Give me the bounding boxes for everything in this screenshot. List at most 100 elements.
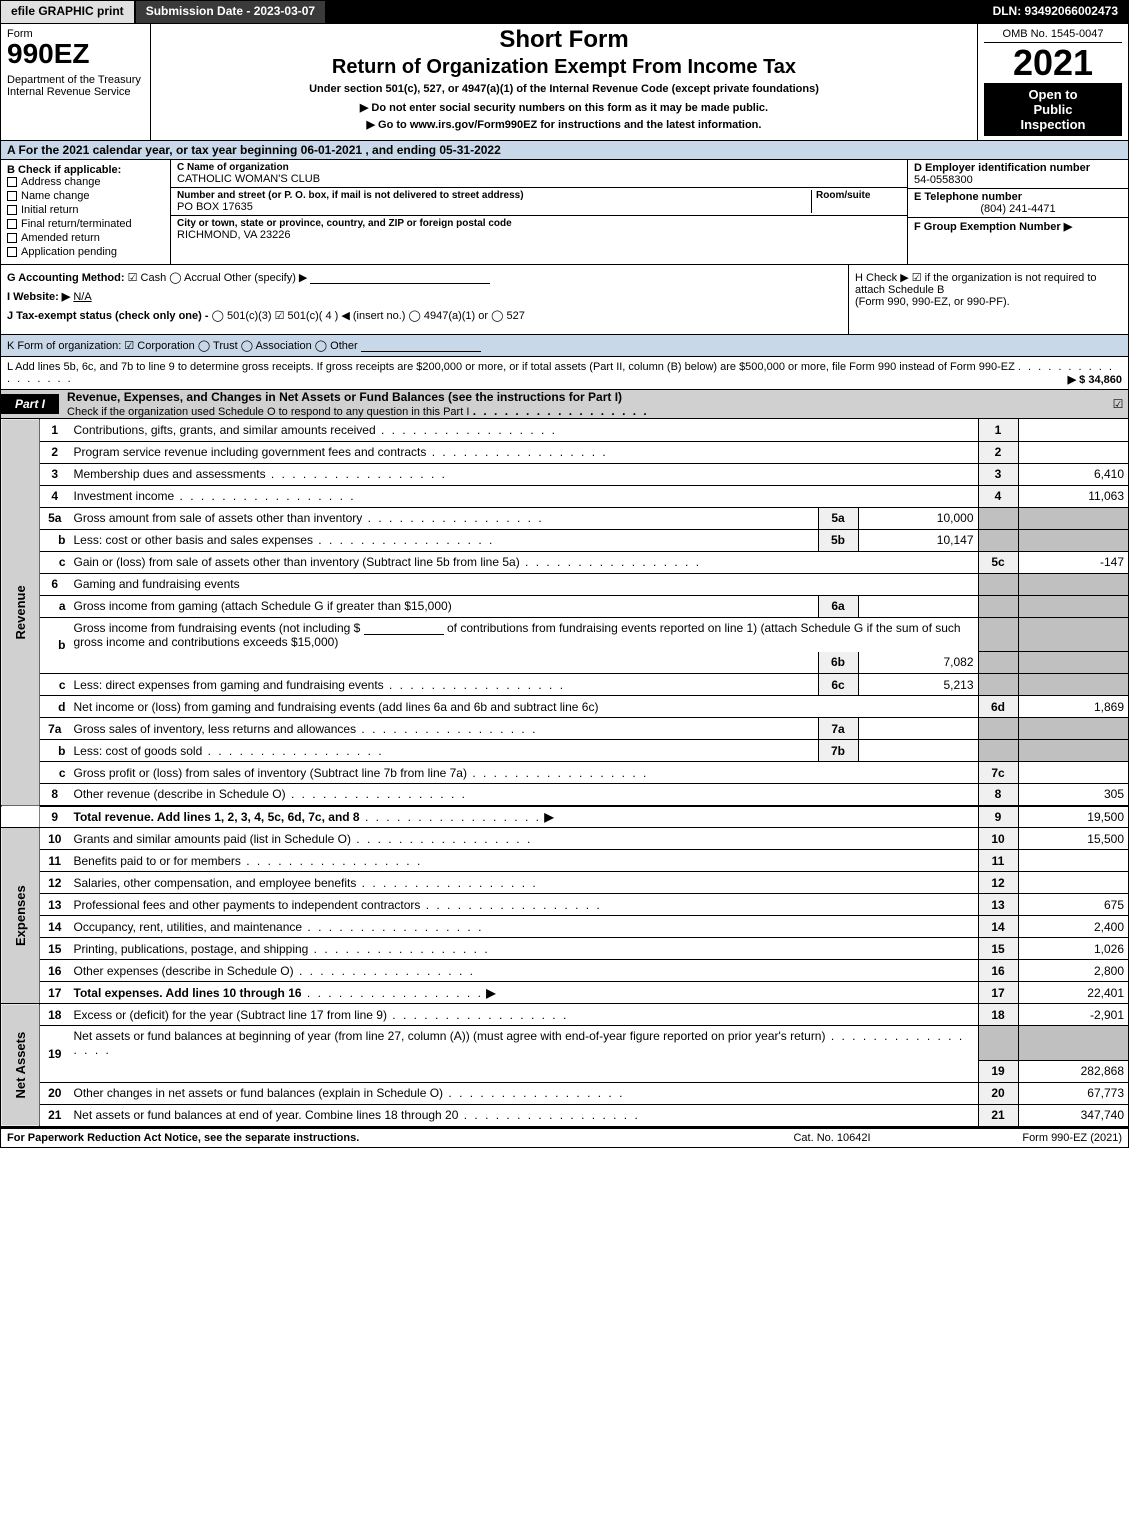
ln-num: 7a — [40, 718, 70, 740]
open-line1: Open to — [988, 87, 1118, 102]
line-10: Expenses 10 Grants and similar amounts p… — [1, 828, 1128, 850]
mid-val: 5,213 — [858, 674, 978, 696]
mid-ref: 6a — [818, 595, 858, 617]
header-center: Short Form Return of Organization Exempt… — [151, 24, 978, 140]
ln-num: 19 — [40, 1026, 70, 1083]
check-application-pending[interactable]: Application pending — [7, 246, 164, 258]
shade-cell — [978, 674, 1018, 696]
check-name-change[interactable]: Name change — [7, 190, 164, 202]
ln-num: b — [40, 740, 70, 762]
mid-ref: 6c — [818, 674, 858, 696]
group-exemption-label: F Group Exemption Number ▶ — [914, 220, 1122, 233]
k-other-field[interactable] — [361, 340, 481, 352]
line-6b-1: b Gross income from fundraising events (… — [1, 617, 1128, 652]
form-number: 990EZ — [7, 40, 144, 68]
ln-ref: 18 — [978, 1004, 1018, 1026]
goto-link[interactable]: ▶ Go to www.irs.gov/Form990EZ for instru… — [157, 118, 971, 131]
ln-val — [1018, 850, 1128, 872]
g-other-field[interactable] — [310, 272, 490, 284]
line-5c: c Gain or (loss) from sale of assets oth… — [1, 551, 1128, 573]
city-label: City or town, state or province, country… — [177, 218, 901, 229]
ln-val: 305 — [1018, 784, 1128, 806]
ln-val: 282,868 — [1018, 1060, 1128, 1082]
j-label: J Tax-exempt status (check only one) - — [7, 310, 209, 322]
ln-desc: Gross income from fundraising events (no… — [74, 621, 361, 635]
do-not-enter: ▶ Do not enter social security numbers o… — [157, 101, 971, 114]
mid-ref: 7b — [818, 740, 858, 762]
line-14: 14 Occupancy, rent, utilities, and maint… — [1, 916, 1128, 938]
ln-num: 8 — [40, 784, 70, 806]
ln-val: 1,026 — [1018, 938, 1128, 960]
shade-cell — [978, 740, 1018, 762]
ln-val: 2,400 — [1018, 916, 1128, 938]
ln-desc: Net assets or fund balances at beginning… — [74, 1029, 826, 1043]
line-5b: b Less: cost or other basis and sales ex… — [1, 529, 1128, 551]
ln-num: 2 — [40, 441, 70, 463]
ghij-block: G Accounting Method: ☑ Cash ◯ Accrual Ot… — [0, 265, 1129, 335]
ln-ref: 9 — [978, 806, 1018, 828]
check-initial-return[interactable]: Initial return — [7, 204, 164, 216]
check-final-return[interactable]: Final return/terminated — [7, 218, 164, 230]
contrib-field[interactable] — [364, 623, 444, 635]
part-1-title: Revenue, Expenses, and Changes in Net As… — [67, 390, 1108, 418]
ln-desc: Gross profit or (loss) from sales of inv… — [74, 766, 467, 780]
ln-desc: Other changes in net assets or fund bala… — [74, 1086, 444, 1100]
ln-val: -147 — [1018, 551, 1128, 573]
ln-ref: 10 — [978, 828, 1018, 850]
shade-cell — [978, 573, 1018, 595]
ln-ref: 14 — [978, 916, 1018, 938]
ln-num: 3 — [40, 463, 70, 485]
ein-label: D Employer identification number — [914, 162, 1122, 174]
efile-print-button[interactable]: efile GRAPHIC print — [1, 1, 136, 23]
ln-desc: Program service revenue including govern… — [74, 445, 427, 459]
dept-treasury: Department of the Treasury — [7, 74, 144, 86]
ln-num: 20 — [40, 1082, 70, 1104]
line-16: 16 Other expenses (describe in Schedule … — [1, 960, 1128, 982]
ln-ref: 3 — [978, 463, 1018, 485]
line-21: 21 Net assets or fund balances at end of… — [1, 1104, 1128, 1126]
ln-desc: Less: cost or other basis and sales expe… — [74, 533, 313, 547]
row-g: G Accounting Method: ☑ Cash ◯ Accrual Ot… — [7, 271, 842, 284]
line-20: 20 Other changes in net assets or fund b… — [1, 1082, 1128, 1104]
shade-cell — [978, 595, 1018, 617]
ln-val — [1018, 441, 1128, 463]
ln-desc: Grants and similar amounts paid (list in… — [74, 832, 351, 846]
ln-ref: 21 — [978, 1104, 1018, 1126]
ln-desc: Printing, publications, postage, and shi… — [74, 942, 309, 956]
ln-num: 18 — [40, 1004, 70, 1026]
check-address-change[interactable]: Address change — [7, 176, 164, 188]
ln-ref: 16 — [978, 960, 1018, 982]
check-label: Name change — [21, 190, 90, 202]
dln-label: DLN: 93492066002473 — [983, 1, 1128, 23]
line-1: Revenue 1 Contributions, gifts, grants, … — [1, 419, 1128, 441]
side-expenses: Expenses — [1, 828, 40, 1004]
ln-ref: 1 — [978, 419, 1018, 441]
line-13: 13 Professional fees and other payments … — [1, 894, 1128, 916]
shade-cell — [1018, 674, 1128, 696]
line-8: 8 Other revenue (describe in Schedule O)… — [1, 784, 1128, 806]
open-to-public: Open to Public Inspection — [984, 83, 1122, 136]
ln-desc: Total revenue. Add lines 1, 2, 3, 4, 5c,… — [74, 810, 360, 824]
mid-ref: 6b — [818, 652, 858, 674]
side-revenue: Revenue — [1, 419, 40, 806]
ln-ref: 20 — [978, 1082, 1018, 1104]
ln-ref: 2 — [978, 441, 1018, 463]
ln-num: c — [40, 551, 70, 573]
ln-val: 675 — [1018, 894, 1128, 916]
shade-cell — [1018, 507, 1128, 529]
form-id-block: Form 990EZ Department of the Treasury In… — [1, 24, 151, 140]
ln-desc: Other expenses (describe in Schedule O) — [74, 964, 294, 978]
j-options: ◯ 501(c)(3) ☑ 501(c)( 4 ) ◀ (insert no.)… — [212, 310, 525, 322]
omb-number: OMB No. 1545-0047 — [984, 28, 1122, 43]
ln-ref: 11 — [978, 850, 1018, 872]
check-amended-return[interactable]: Amended return — [7, 232, 164, 244]
line-12: 12 Salaries, other compensation, and emp… — [1, 872, 1128, 894]
part-1-badge: Part I — [1, 394, 59, 414]
footer-cat-no: Cat. No. 10642I — [722, 1132, 942, 1144]
ln-num: 5a — [40, 507, 70, 529]
submission-date: Submission Date - 2023-03-07 — [136, 1, 327, 23]
check-label: Amended return — [21, 232, 100, 244]
row-k: K Form of organization: ☑ Corporation ◯ … — [0, 335, 1129, 357]
ln-num: 10 — [40, 828, 70, 850]
l-text: L Add lines 5b, 6c, and 7b to line 9 to … — [7, 361, 1015, 373]
